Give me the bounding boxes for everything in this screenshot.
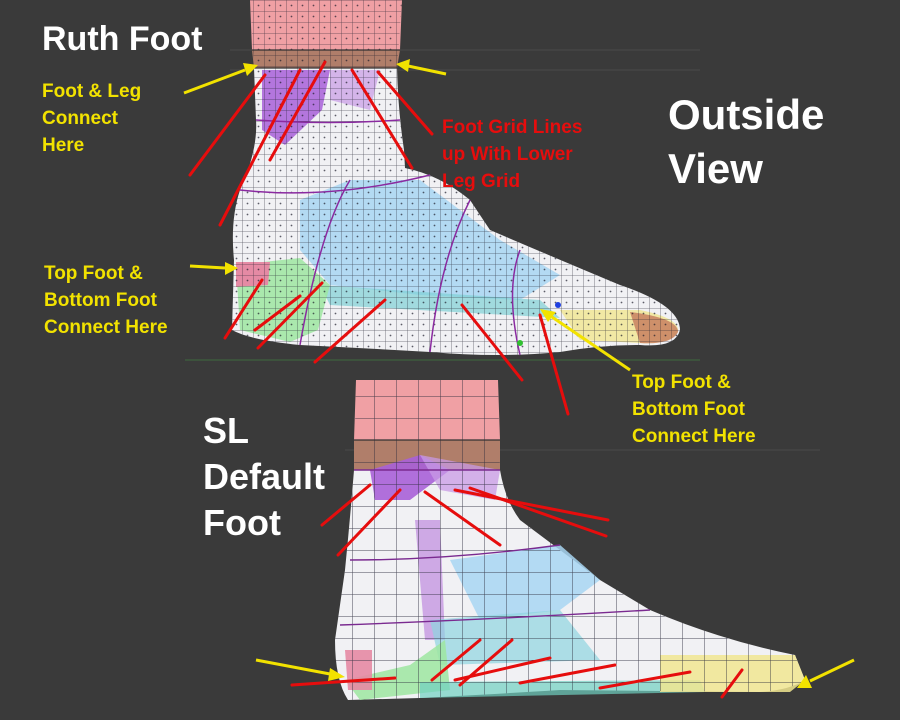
yellow-arrow xyxy=(183,68,246,95)
red-line xyxy=(453,656,552,682)
grid-lines-line: Leg Grid xyxy=(442,171,521,192)
grid-lines-line: up With Lower xyxy=(442,144,573,165)
outside-view-line: View xyxy=(668,145,763,192)
top-bottom-line: Top Foot & xyxy=(44,263,143,284)
red-line xyxy=(313,298,387,364)
red-line xyxy=(223,278,264,340)
yellow-arrow xyxy=(407,64,447,76)
sl-default-foot-title: SL Default Foot xyxy=(203,408,325,546)
yellow-arrows xyxy=(183,59,855,688)
sl-edge-loop xyxy=(339,609,651,626)
yellow-arrowhead xyxy=(797,675,812,688)
red-annotation-lines xyxy=(188,60,744,699)
vertex-marker xyxy=(555,302,561,308)
red-line xyxy=(468,486,608,538)
red-line xyxy=(720,668,744,699)
ruth-edge-loop xyxy=(299,179,351,346)
top-bottom-line: Bottom Foot xyxy=(44,290,157,311)
red-line xyxy=(598,670,692,690)
ruth-foot-mesh xyxy=(232,0,680,356)
yellow-arrowhead xyxy=(396,59,410,72)
red-line xyxy=(423,490,502,547)
yellow-arrowhead xyxy=(225,262,238,275)
ruth-edge-loop xyxy=(239,174,431,194)
yellow-arrow xyxy=(189,264,226,270)
yellow-arrowhead xyxy=(243,63,258,76)
leg-connect-line: Foot & Leg xyxy=(42,81,142,102)
red-line xyxy=(256,281,324,350)
red-line xyxy=(453,488,610,522)
red-line xyxy=(320,483,372,527)
red-line xyxy=(290,676,397,687)
outside-view-line: Outside xyxy=(668,91,825,138)
grid-lines-line: Foot Grid Lines xyxy=(442,117,583,138)
red-line xyxy=(350,68,414,170)
sl-title-line: SL xyxy=(203,410,250,451)
red-line xyxy=(188,73,267,177)
ruth-edge-loop xyxy=(511,249,521,356)
red-line xyxy=(430,638,482,682)
top-bottom-connect-note-left: Top Foot & Bottom Foot Connect Here xyxy=(44,260,168,341)
ruth-foot-title: Ruth Foot xyxy=(42,20,203,58)
outside-view-title: Outside View xyxy=(668,88,824,196)
red-line xyxy=(538,313,570,416)
ruth-edge-loop xyxy=(429,199,471,353)
red-line xyxy=(218,68,302,227)
yellow-arrow xyxy=(809,658,855,683)
red-line xyxy=(268,60,327,162)
top-bottom-line: Top Foot & xyxy=(632,372,731,393)
red-line xyxy=(518,663,617,685)
sl-foot-mesh xyxy=(335,380,805,700)
red-line xyxy=(376,70,434,136)
yellow-arrowhead xyxy=(540,309,556,322)
yellow-arrow xyxy=(551,315,631,372)
top-bottom-line: Bottom Foot xyxy=(632,399,745,420)
sl-edge-loop xyxy=(349,544,561,561)
top-bottom-line: Connect Here xyxy=(44,317,168,338)
red-line xyxy=(336,488,402,557)
sl-title-line: Default xyxy=(203,456,326,497)
leg-connect-line: Here xyxy=(42,135,85,156)
grid-lines-note: Foot Grid Lines up With Lower Leg Grid xyxy=(442,114,582,195)
yellow-arrow xyxy=(255,658,331,676)
vertex-marker xyxy=(517,340,523,346)
top-bottom-line: Connect Here xyxy=(632,426,756,447)
yellow-arrowhead xyxy=(328,668,345,681)
ruth-grid-overlay xyxy=(232,0,680,355)
red-line xyxy=(460,303,524,382)
red-line xyxy=(253,294,302,332)
leg-connect-note: Foot & Leg Connect Here xyxy=(42,78,141,159)
sl-title-line: Foot xyxy=(203,502,281,543)
top-bottom-connect-note-right: Top Foot & Bottom Foot Connect Here xyxy=(632,369,756,450)
leg-connect-line: Connect xyxy=(42,108,118,129)
